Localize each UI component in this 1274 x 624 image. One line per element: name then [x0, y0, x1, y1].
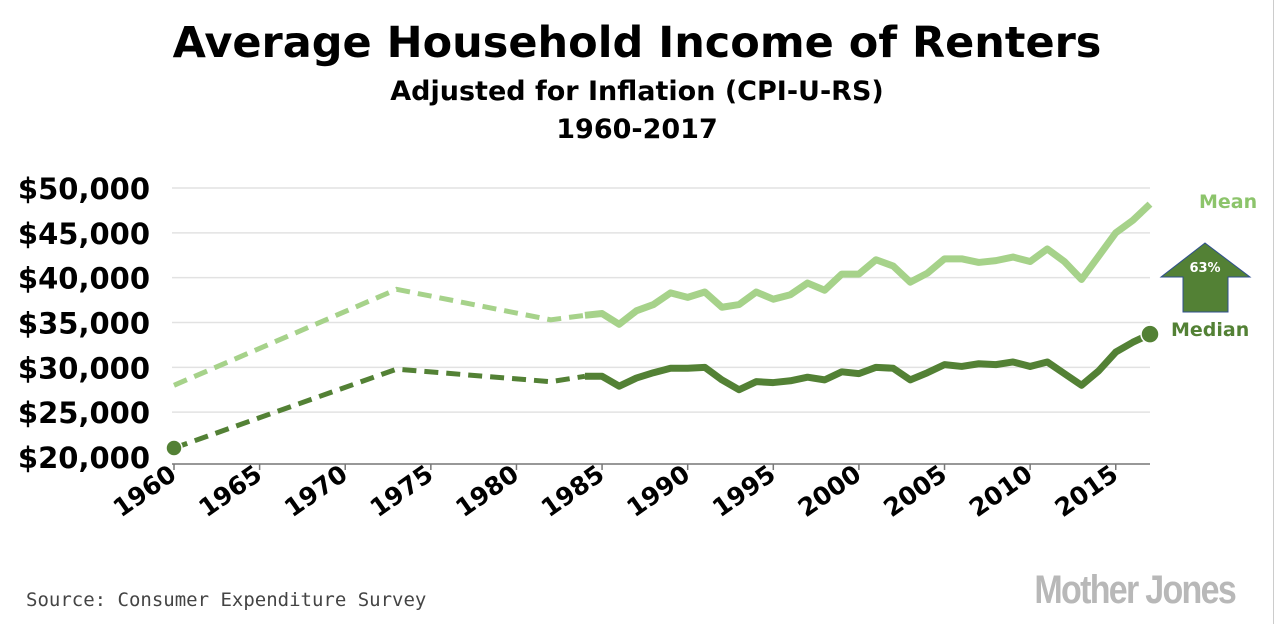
- arrow-percent-label: 63%: [1189, 261, 1220, 276]
- x-tick-label: 1980: [450, 459, 524, 523]
- chart-date-range: 1960-2017: [556, 114, 718, 145]
- up-arrow-icon: [1159, 242, 1252, 313]
- x-tick-label: 2000: [793, 459, 867, 523]
- x-tick-label: 1970: [279, 459, 353, 523]
- x-tick-label: 1985: [536, 459, 610, 523]
- mean-label: Mean: [1199, 191, 1257, 213]
- x-tick-label: 2015: [1050, 459, 1124, 523]
- y-tick-label: $30,000: [18, 351, 150, 385]
- y-tick-label: $25,000: [18, 396, 150, 430]
- x-tick-label: 1975: [365, 459, 439, 523]
- median-series-dashed: [173, 366, 586, 451]
- x-tick-label: 2005: [878, 459, 952, 523]
- median-label: Median: [1171, 319, 1249, 341]
- x-tick-label: 2010: [964, 459, 1038, 523]
- chart-subtitle: Adjusted for Inflation (CPI-U-RS): [390, 76, 884, 107]
- median-end-marker: [1140, 324, 1160, 344]
- y-tick-label: $35,000: [18, 307, 150, 341]
- x-tick-label: 1995: [707, 459, 781, 523]
- mean-series-dashed: [173, 286, 586, 388]
- mean-series-line: [584, 201, 1153, 328]
- x-tick-label: 1990: [621, 459, 695, 523]
- median-start-marker: [165, 439, 183, 457]
- x-tick-label: 1965: [193, 459, 267, 523]
- source-note: Source: Consumer Expenditure Survey: [26, 589, 427, 611]
- y-tick-label: $20,000: [18, 441, 150, 475]
- chart-title: Average Household Income of Renters: [172, 18, 1102, 68]
- median-series-line: [584, 330, 1152, 394]
- mother-jones-logo: Mother Jones: [1034, 568, 1236, 612]
- y-tick-label: $45,000: [18, 217, 150, 251]
- y-tick-label: $50,000: [18, 172, 150, 206]
- y-tick-label: $40,000: [18, 262, 150, 296]
